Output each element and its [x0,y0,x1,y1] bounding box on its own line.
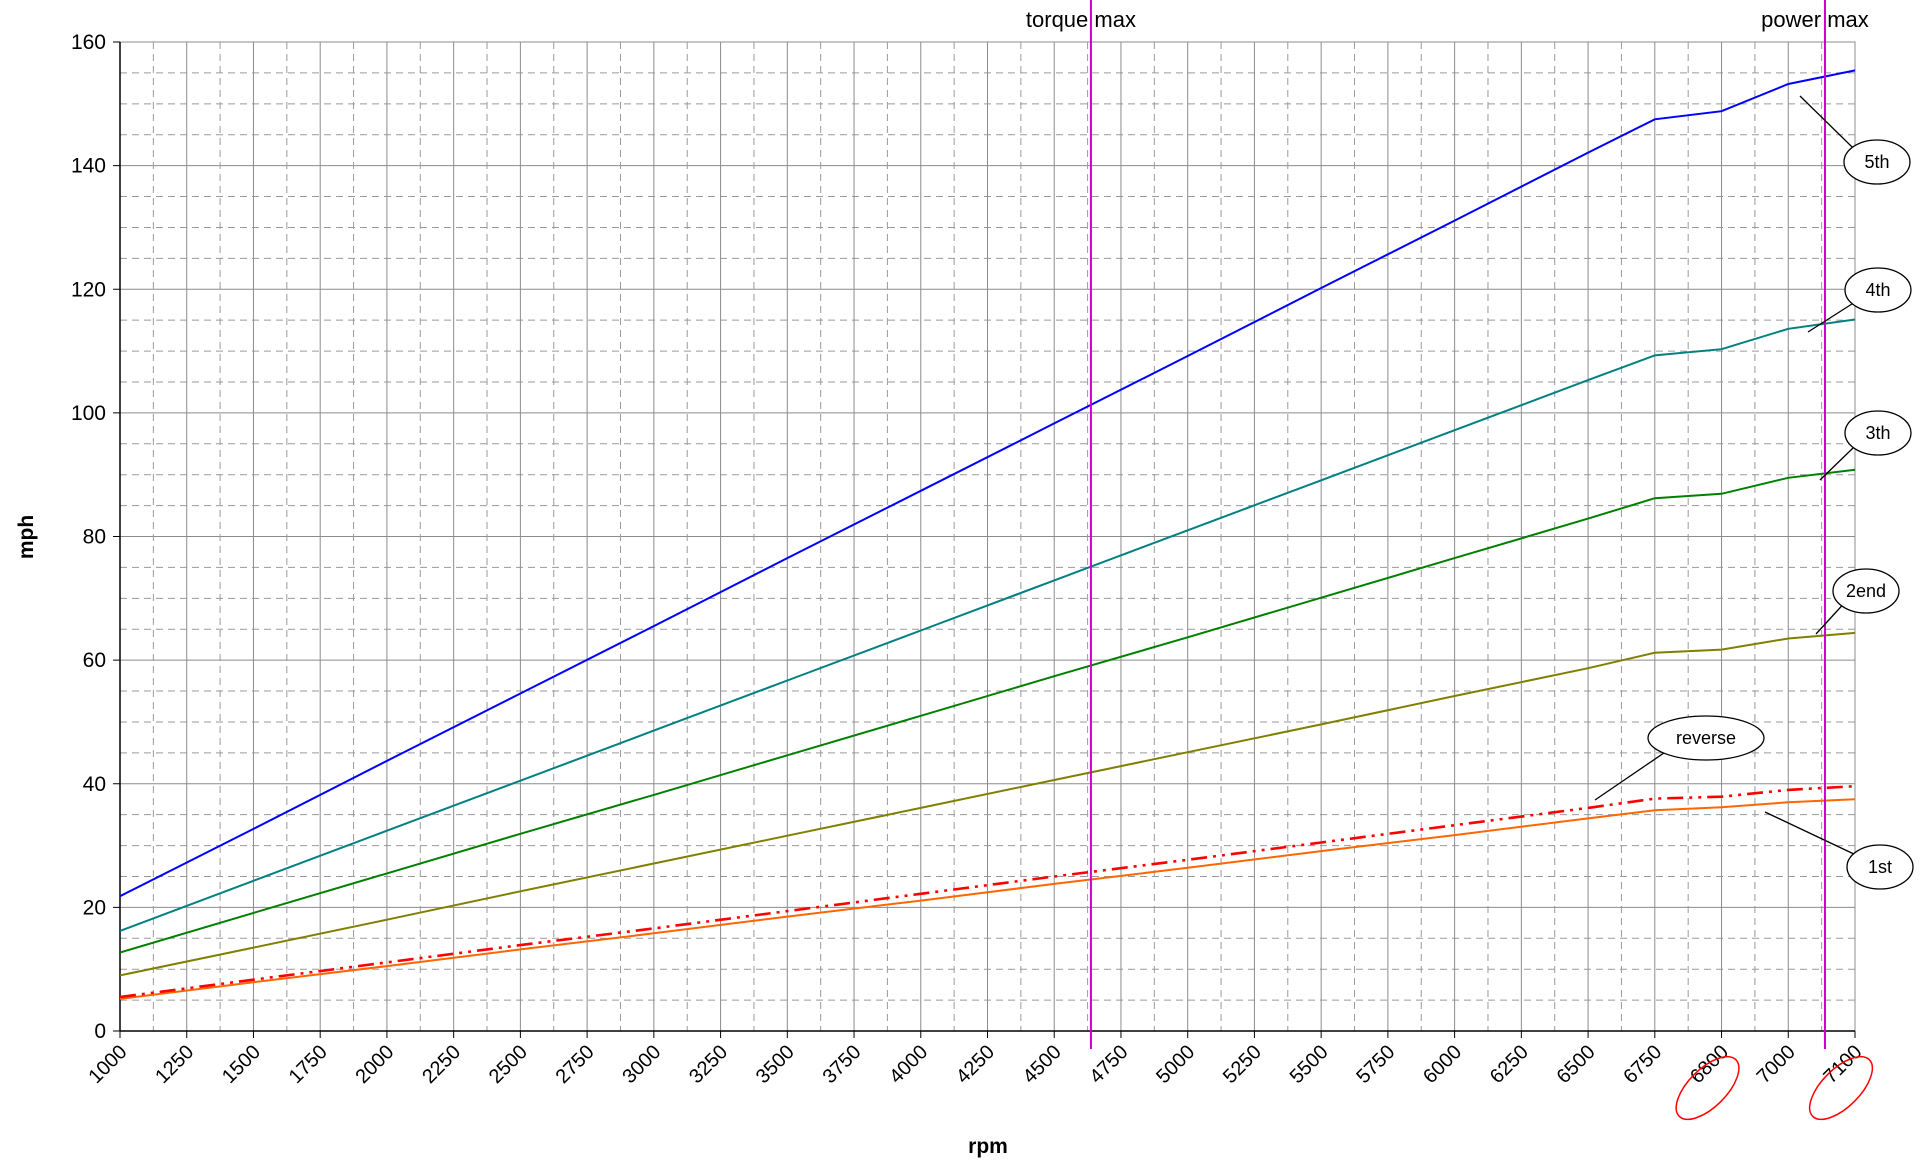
x-tick-label: 2750 [552,1041,599,1088]
x-tick-label: 5250 [1219,1041,1266,1088]
tick-highlight-ellipse [1675,1055,1740,1121]
callout-pointer [1764,811,1861,858]
y-tick-label: 120 [71,278,106,301]
series-line-2end [119,631,1856,977]
y-tick-label: 140 [71,155,106,178]
x-tick-label: 1500 [218,1041,265,1088]
x-tick-label: 2500 [485,1041,532,1088]
x-tick-label: 6500 [1553,1041,1600,1088]
callout-bubble [1832,568,1900,614]
callout-pointer [1594,747,1672,801]
callout-label: reverse [1676,728,1736,748]
callout-pointer [1807,299,1859,333]
callout-label: 1st [1868,857,1892,877]
callout-bubble [1844,267,1912,313]
callouts: 5th 4th 3th 2end reverse 1st [1594,95,1914,890]
callout-label: 2end [1846,581,1886,601]
y-tick-label: 160 [71,31,106,54]
y-tick-label: 100 [71,402,106,425]
tick-labels: 0 20 40 60 80 100 120 140 160 1000 1250 1500 1750 200… [71,31,1874,1121]
y-tick-label: 80 [83,526,106,549]
y-tick-label: 60 [83,649,106,672]
y-tick-label: 40 [83,773,106,796]
x-axis-title: rpm [968,1135,1008,1158]
x-tick-label: 5000 [1152,1041,1199,1088]
x-tick-label: 1000 [85,1041,132,1088]
series-line-reverse [119,784,1856,999]
x-tick-label: 4500 [1019,1041,1066,1088]
x-tick-label: 2250 [418,1041,465,1088]
x-tick-label: 3500 [752,1041,799,1088]
y-tick-label: 0 [94,1020,106,1043]
x-tick-label: 5750 [1352,1041,1399,1088]
y-tick-label: 20 [83,896,106,919]
x-tick-label: 7000 [1753,1041,1800,1088]
x-tick-label: 2000 [351,1041,398,1088]
vertical-marker-label: power max [1761,7,1869,32]
series-line-1st [119,798,1856,1000]
x-tick-label: 5500 [1286,1041,1333,1088]
series-line-5th [119,69,1856,898]
callout-pointer [1799,95,1858,153]
x-tick-label: 4750 [1085,1041,1132,1088]
series-line-4th [119,318,1856,932]
callout-bubble [1843,139,1911,185]
callout-pointer [1819,442,1859,481]
x-tick-label: 7100 [1820,1041,1867,1088]
vertical-marker-label: torque max [1026,7,1136,32]
axes [113,41,1856,1038]
callout-bubble [1844,410,1912,456]
x-tick-label: 6250 [1486,1041,1533,1088]
x-tick-label: 3750 [819,1041,866,1088]
x-tick-label: 4000 [885,1041,932,1088]
x-tick-label: 1250 [151,1041,198,1088]
x-tick-label: 1750 [285,1041,332,1088]
callout-bubble [1846,844,1914,890]
x-tick-label: 6750 [1619,1041,1666,1088]
callout-bubble [1647,715,1765,761]
x-tick-label: 3250 [685,1041,732,1088]
x-tick-label: 4250 [952,1041,999,1088]
callout-label: 4th [1865,280,1890,300]
x-tick-label: 6000 [1419,1041,1466,1088]
x-tick-label: 3000 [618,1041,665,1088]
x-tick-label: 6800 [1686,1041,1733,1088]
callout-label: 5th [1864,152,1889,172]
callout-pointer [1815,600,1847,635]
y-axis-title: mph [15,515,38,559]
series-line-3th [119,468,1856,954]
series-lines [119,69,1856,1000]
tick-highlight-ellipse [1808,1055,1874,1121]
grid [119,41,1856,1032]
vertical-markers: torque max power max [1026,0,1869,1049]
callout-label: 3th [1865,423,1890,443]
